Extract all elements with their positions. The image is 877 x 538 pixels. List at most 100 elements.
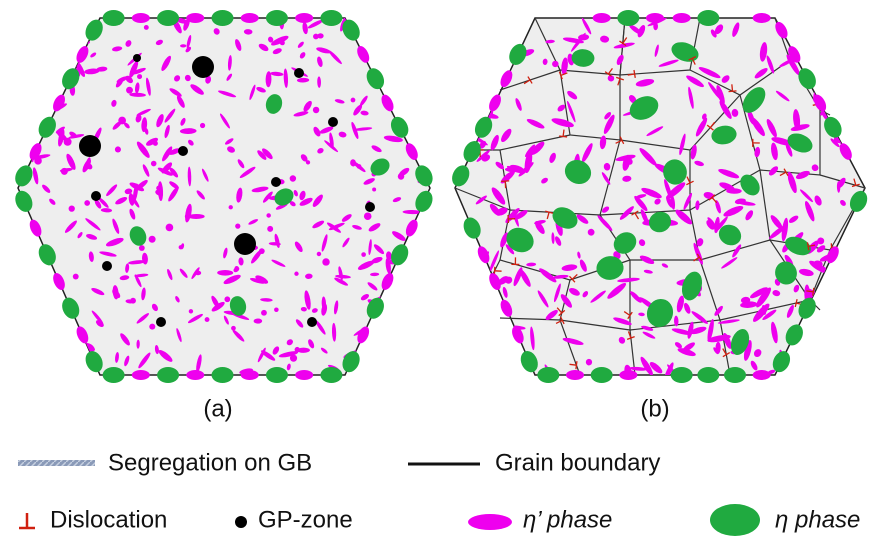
eta-prime [351, 98, 356, 103]
eta-prime [267, 226, 273, 232]
eta-prime [855, 273, 862, 277]
eta-prime [139, 245, 145, 251]
eta-prime [824, 332, 837, 347]
eta-prime [847, 296, 862, 309]
eta-prime [646, 13, 664, 23]
eta-prime [73, 274, 79, 280]
eta-prime [394, 346, 409, 358]
eta [724, 367, 746, 383]
eta-prime [144, 25, 149, 30]
eta-prime [149, 324, 155, 330]
eta-prime [469, 13, 477, 34]
eta-prime [407, 298, 419, 314]
eta-prime [382, 326, 389, 333]
figure: (a) (b) Segregation on GB Grain boundary… [0, 0, 877, 538]
eta-prime [453, 324, 458, 339]
eta-prime [19, 330, 37, 341]
eta-prime [619, 370, 637, 380]
eta-prime [404, 88, 418, 104]
eta-prime [186, 370, 204, 380]
eta-prime [446, 204, 463, 215]
eta-prime [819, 313, 828, 322]
eta-prime [53, 340, 61, 344]
eta-prime [484, 321, 497, 334]
gp-zone [365, 202, 375, 212]
eta-prime [397, 264, 404, 273]
eta-prime [28, 273, 40, 280]
eta-prime [297, 348, 310, 353]
legend-label: Grain boundary [495, 449, 660, 476]
eta-prime [401, 291, 409, 300]
eta-prime [231, 326, 236, 331]
eta-prime [804, 40, 816, 54]
eta-prime [447, 95, 462, 117]
eta [320, 367, 342, 383]
eta-prime [22, 343, 29, 350]
eta-prime [376, 361, 392, 375]
dislocation-part [806, 291, 813, 292]
eta-prime [422, 321, 428, 330]
eta-prime [447, 370, 469, 377]
eta-prime [137, 74, 142, 79]
eta [266, 10, 288, 26]
eta-prime [25, 48, 42, 55]
dislocation-part [563, 130, 564, 137]
dislocation-part [732, 84, 733, 91]
gp-zone [102, 261, 112, 271]
eta-prime [819, 81, 829, 96]
legend-label: Segregation on GB [108, 449, 312, 476]
eta-prime [35, 309, 52, 320]
eta-prime [381, 340, 394, 359]
eta-prime [414, 95, 423, 106]
eta-prime [358, 362, 365, 369]
eta-prime [840, 65, 858, 79]
eta-prime [481, 63, 491, 81]
eta-prime [840, 98, 855, 115]
eta-prime [49, 348, 65, 364]
eta-prime [470, 103, 490, 110]
eta-prime [405, 328, 410, 333]
eta-prime [447, 106, 464, 120]
eta-prime [470, 321, 482, 327]
eta-prime [132, 13, 150, 23]
eta-prime [393, 347, 400, 354]
eta-prime [185, 214, 191, 220]
eta-prime [55, 334, 63, 341]
eta [697, 10, 719, 26]
eta-prime [418, 245, 428, 260]
eta [157, 367, 179, 383]
eta-prime [186, 13, 204, 23]
eta-prime [27, 313, 32, 329]
eta-prime [393, 100, 411, 108]
eta-prime [453, 340, 462, 360]
eta-prime [229, 205, 233, 209]
eta-prime [32, 84, 39, 91]
eta-prime [851, 236, 873, 256]
eta-prime [456, 28, 467, 36]
eta-prime [29, 349, 35, 367]
gp-zone [133, 54, 141, 62]
eta-prime [383, 58, 398, 67]
eta-prime [166, 224, 174, 232]
eta-prime [151, 161, 157, 167]
eta-prime [566, 370, 584, 380]
eta-prime [420, 87, 427, 101]
eta-prime [235, 224, 240, 229]
eta-prime [377, 327, 388, 345]
eta-prime [470, 263, 481, 278]
gp-zone [178, 146, 188, 156]
eta-prime [450, 151, 461, 165]
eta-prime [468, 53, 489, 64]
eta-prime [809, 19, 816, 30]
eta-prime [47, 298, 54, 308]
eta-prime [266, 213, 271, 218]
eta-prime [200, 123, 205, 128]
eta-prime [455, 319, 461, 333]
eta-prime [290, 175, 296, 181]
eta-prime [396, 368, 411, 379]
eta-prime [43, 83, 49, 97]
eta-prime [593, 13, 611, 23]
eta-prime [453, 106, 468, 115]
eta-prime [804, 358, 812, 379]
eta-prime [313, 107, 319, 113]
